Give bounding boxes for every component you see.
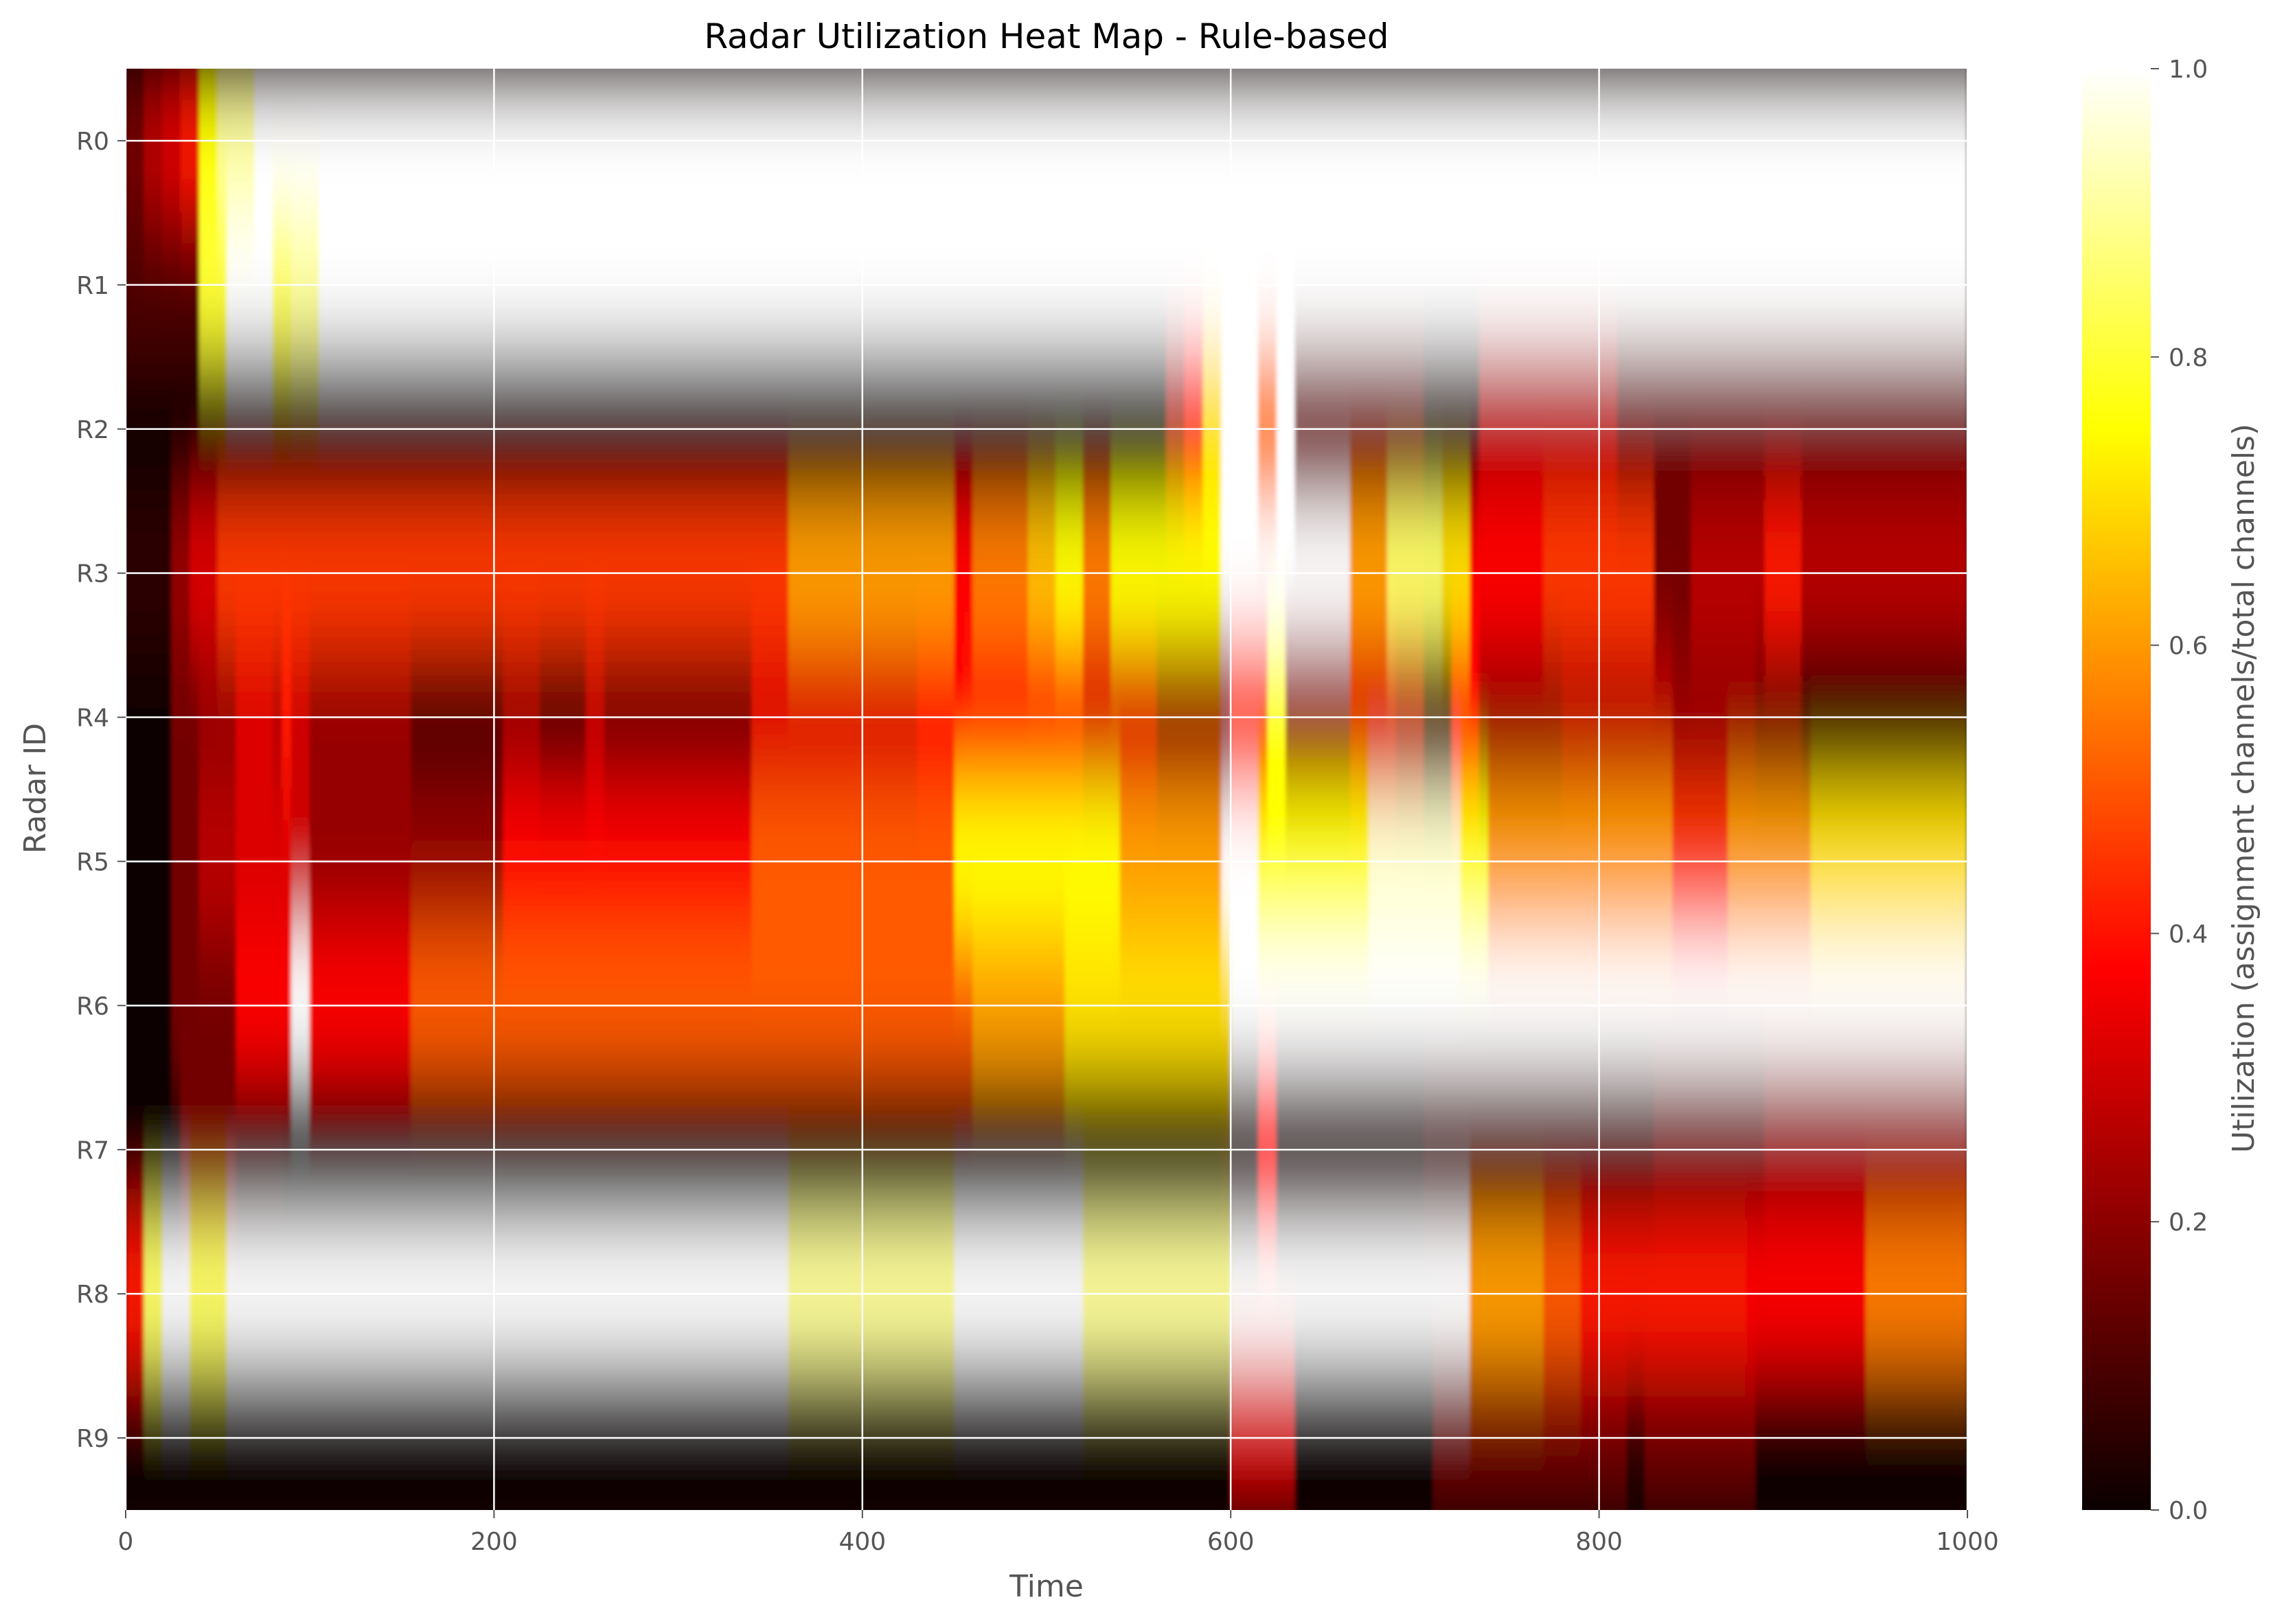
colorbar-tick-label: 1.0 [2169,56,2208,84]
x-tick-label: 0 [118,1528,134,1556]
y-tick-label: R8 [76,1281,109,1309]
y-tick-label: R2 [76,416,109,444]
colorbar-tick-label: 0.0 [2169,1497,2208,1525]
colorbar: 0.0 0.2 0.4 0.6 0.8 1.0 [2082,56,2208,1525]
y-tick-label: R7 [76,1136,109,1165]
x-tick-label: 600 [1207,1528,1255,1556]
y-axis-label: Radar ID [18,723,53,854]
colorbar-tick-label: 0.2 [2169,1209,2208,1237]
colorbar-gradient [2082,69,2151,1510]
x-axis-label: Time [1009,1569,1084,1604]
colorbar-tick-label: 0.6 [2169,632,2208,661]
y-tick-label: R1 [76,272,109,300]
y-axis: R0 R1 R2 R3 R4 R5 R6 R7 R8 R9 [76,128,126,1453]
y-tick-label: R6 [76,992,109,1020]
y-tick-label: R9 [76,1425,109,1453]
y-tick-label: R4 [76,705,109,733]
x-tick-label: 800 [1575,1528,1623,1556]
y-tick-label: R3 [76,560,109,588]
x-tick-label: 200 [470,1528,518,1556]
grid-lines [126,69,1967,1510]
x-axis: 0 200 400 600 800 1000 [118,1510,1999,1556]
y-tick-label: R5 [76,848,109,876]
chart-title: Radar Utilization Heat Map - Rule-based [704,16,1389,56]
colorbar-tick-label: 0.4 [2169,920,2208,948]
y-tick-label: R0 [76,128,109,156]
colorbar-label: Utilization (assignment channels/total c… [2226,424,2261,1153]
x-tick-label: 400 [838,1528,886,1556]
x-tick-label: 1000 [1936,1528,1999,1556]
plot-area [126,69,1967,1510]
colorbar-tick-label: 0.8 [2169,344,2208,372]
